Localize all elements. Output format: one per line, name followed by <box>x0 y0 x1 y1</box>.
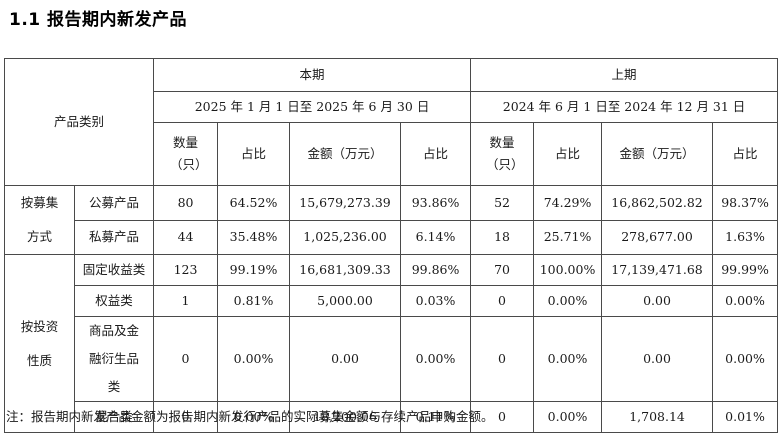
previous-period-header: 上期 <box>470 58 779 92</box>
section-title: 1.1 报告期内新发产品 <box>9 10 188 30</box>
table-cell: 16,681,309.33 <box>289 254 402 286</box>
table-cell: 52 <box>470 185 535 221</box>
table-cell: 35.48% <box>217 219 291 255</box>
table-cell: 93.86% <box>400 185 472 221</box>
table-cell: 0 <box>470 285 535 317</box>
current-period-range: 2025 年 1 月 1 日至 2025 年 6 月 30 日 <box>153 91 472 123</box>
table-cell: 1.63% <box>712 219 779 255</box>
table-cell: 0.01% <box>712 401 779 433</box>
table-cell: 5,000.00 <box>289 285 402 317</box>
table-row: 商品及金融衍生品类 0 0.00% 0.00 0.00% 0 0.00% 0.0… <box>5 316 779 402</box>
table-cell: 0.00% <box>217 316 291 402</box>
table-cell: 70 <box>470 254 535 286</box>
table-cell: 123 <box>153 254 219 286</box>
table-cell: 0 <box>153 316 219 402</box>
column-header: 数量（只） <box>470 122 535 186</box>
column-header: 金额（万元） <box>289 122 402 186</box>
table-cell: 0.00% <box>533 285 603 317</box>
table-cell: 44 <box>153 219 219 255</box>
row-label: 私募产品 <box>73 219 155 255</box>
new-products-table: 产品类别 本期 上期 2025 年 1 月 1 日至 2025 年 6 月 30… <box>3 58 779 433</box>
table-cell: 0.00% <box>712 285 779 317</box>
header-row-range: 2025 年 1 月 1 日至 2025 年 6 月 30 日 2024 年 6… <box>5 91 779 123</box>
column-header: 占比 <box>217 122 291 186</box>
column-header: 占比 <box>400 122 472 186</box>
category-header: 产品类别 <box>3 58 155 186</box>
table-cell: 0.03% <box>400 285 472 317</box>
group-label: 按募集方式 <box>4 185 75 255</box>
header-row-columns: 数量（只） 占比 金额（万元） 占比 数量（只） 占比 金额（万元） 占比 <box>5 122 779 186</box>
row-label: 固定收益类 <box>73 254 155 286</box>
table-cell: 99.99% <box>712 254 779 286</box>
table-cell: 80 <box>153 185 219 221</box>
table-cell: 98.37% <box>712 185 779 221</box>
table-cell: 0.00 <box>601 316 714 402</box>
table-cell: 0.00% <box>712 316 779 402</box>
table-cell: 0.00% <box>533 401 603 433</box>
table-cell: 1,025,236.00 <box>289 219 402 255</box>
table-cell: 0.00 <box>289 316 402 402</box>
table-row: 权益类 1 0.81% 5,000.00 0.03% 0 0.00% 0.00 … <box>5 285 779 317</box>
row-label: 权益类 <box>73 285 155 317</box>
table-cell: 1,708.14 <box>601 401 714 433</box>
table-cell: 0 <box>470 316 535 402</box>
table-cell: 74.29% <box>533 185 603 221</box>
table-row: 按募集方式 公募产品 80 64.52% 15,679,273.39 93.86… <box>4 185 779 255</box>
row-label: 公募产品 <box>73 185 155 221</box>
header-row-period: 产品类别 本期 上期 <box>3 58 779 186</box>
table-cell: 6.14% <box>400 219 472 255</box>
column-header: 占比 <box>712 122 779 186</box>
table-cell: 15,679,273.39 <box>289 185 402 221</box>
table-cell: 18 <box>470 219 535 255</box>
table-cell: 64.52% <box>217 185 291 221</box>
current-period-header: 本期 <box>153 58 472 92</box>
group-label: 按投资性质 <box>4 254 75 433</box>
table-cell: 0.00 <box>601 285 714 317</box>
table-cell: 1 <box>153 285 219 317</box>
footnote: 注：报告期内新发产品金额为报告期内新发行产品的实际募集金额与存续产品申购金额。 <box>6 409 494 424</box>
column-header: 金额（万元） <box>601 122 714 186</box>
column-header: 占比 <box>533 122 603 186</box>
table-cell: 0.00% <box>400 316 472 402</box>
table-row: 按投资性质 固定收益类 123 99.19% 16,681,309.33 99.… <box>4 254 779 433</box>
row-label: 商品及金融衍生品类 <box>73 316 155 402</box>
table-cell: 16,862,502.82 <box>601 185 714 221</box>
previous-period-range: 2024 年 6 月 1 日至 2024 年 12 月 31 日 <box>470 91 779 123</box>
table-cell: 17,139,471.68 <box>601 254 714 286</box>
table-cell: 0.81% <box>217 285 291 317</box>
table-cell: 99.86% <box>400 254 472 286</box>
table-cell: 278,677.00 <box>601 219 714 255</box>
column-header: 数量（只） <box>153 122 219 186</box>
table-cell: 100.00% <box>533 254 603 286</box>
table-cell: 25.71% <box>533 219 603 255</box>
table-cell: 0.00% <box>533 316 603 402</box>
table-cell: 99.19% <box>217 254 291 286</box>
table-row: 私募产品 44 35.48% 1,025,236.00 6.14% 18 25.… <box>5 219 779 255</box>
